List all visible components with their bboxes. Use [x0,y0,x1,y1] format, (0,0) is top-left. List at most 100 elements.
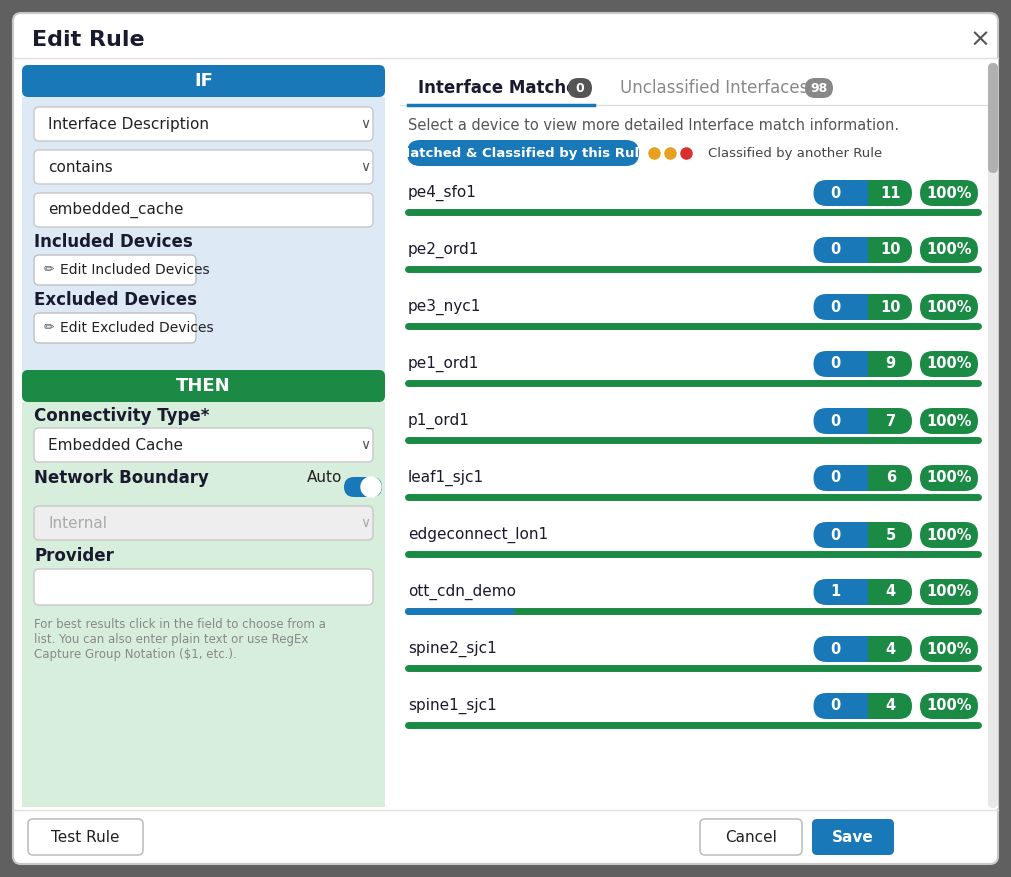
Bar [847,693,867,719]
FancyBboxPatch shape [920,351,978,377]
Text: 0: 0 [831,413,841,429]
Bar [847,636,867,662]
Text: Connectivity Type*: Connectivity Type* [34,407,209,425]
Text: 100%: 100% [926,470,972,486]
Text: 100%: 100% [926,413,972,429]
Text: edgeconnect_lon1: edgeconnect_lon1 [408,527,548,543]
FancyBboxPatch shape [814,465,867,491]
FancyBboxPatch shape [920,237,978,263]
FancyBboxPatch shape [820,579,912,605]
Bar [395,58,998,808]
FancyBboxPatch shape [820,465,912,491]
Text: 0: 0 [831,470,841,486]
Text: THEN: THEN [176,377,231,395]
FancyBboxPatch shape [820,636,912,662]
Text: Unclassified Interfaces: Unclassified Interfaces [620,79,809,97]
FancyBboxPatch shape [814,180,867,206]
Text: 5: 5 [886,527,896,543]
Bar [22,97,385,397]
FancyBboxPatch shape [407,140,639,166]
FancyBboxPatch shape [820,522,912,548]
Text: IF: IF [194,72,213,90]
Bar [847,408,867,434]
FancyBboxPatch shape [28,819,143,855]
Text: Network Boundary: Network Boundary [34,469,209,487]
Bar [847,294,867,320]
Text: 0: 0 [831,356,841,372]
Text: contains: contains [48,160,113,175]
Text: 0: 0 [831,300,841,315]
Text: ∨: ∨ [360,438,370,452]
Text: Test Rule: Test Rule [51,830,119,845]
FancyBboxPatch shape [920,636,978,662]
Text: Save: Save [832,830,874,845]
Text: Select a device to view more detailed Interface match information.: Select a device to view more detailed In… [408,118,899,132]
FancyBboxPatch shape [814,693,867,719]
Text: Auto: Auto [307,470,343,486]
Text: pe3_nyc1: pe3_nyc1 [408,299,481,315]
Text: Interface Matches: Interface Matches [418,79,587,97]
Text: 0: 0 [831,186,841,201]
Circle shape [361,477,381,497]
Text: Interface Description: Interface Description [48,117,209,132]
Text: Embedded Cache: Embedded Cache [48,438,183,453]
FancyBboxPatch shape [814,636,867,662]
Text: leaf1_sjc1: leaf1_sjc1 [408,470,484,486]
FancyBboxPatch shape [820,693,912,719]
Text: Edit Rule: Edit Rule [32,30,145,50]
Text: p1_ord1: p1_ord1 [408,413,470,429]
FancyBboxPatch shape [920,693,978,719]
Text: 100%: 100% [926,641,972,657]
Text: Edit Included Devices: Edit Included Devices [60,263,209,277]
Text: Excluded Devices: Excluded Devices [34,291,197,309]
FancyBboxPatch shape [820,408,912,434]
Text: ∨: ∨ [360,516,370,530]
FancyBboxPatch shape [568,78,592,98]
Text: 100%: 100% [926,186,972,201]
FancyBboxPatch shape [34,150,373,184]
FancyBboxPatch shape [22,370,385,402]
Text: 100%: 100% [926,527,972,543]
FancyBboxPatch shape [34,506,373,540]
Text: spine1_sjc1: spine1_sjc1 [408,698,496,714]
FancyBboxPatch shape [820,237,912,263]
Text: ✏: ✏ [44,263,55,276]
Text: ×: × [970,28,991,52]
FancyBboxPatch shape [34,255,196,285]
FancyBboxPatch shape [34,107,373,141]
FancyBboxPatch shape [820,351,912,377]
Text: pe2_ord1: pe2_ord1 [408,242,479,258]
Bar [847,579,867,605]
FancyBboxPatch shape [22,65,385,97]
FancyBboxPatch shape [920,465,978,491]
Text: Internal: Internal [48,516,107,531]
Bar [847,465,867,491]
FancyBboxPatch shape [920,408,978,434]
FancyBboxPatch shape [920,180,978,206]
Text: 6: 6 [886,470,896,486]
Text: 0: 0 [831,641,841,657]
FancyBboxPatch shape [820,294,912,320]
FancyBboxPatch shape [814,408,867,434]
FancyBboxPatch shape [820,180,912,206]
FancyBboxPatch shape [920,579,978,605]
Text: 100%: 100% [926,584,972,600]
Text: 11: 11 [881,186,901,201]
Text: pe1_ord1: pe1_ord1 [408,356,479,372]
Text: ∨: ∨ [360,117,370,131]
FancyBboxPatch shape [700,819,802,855]
Text: Cancel: Cancel [725,830,776,845]
FancyBboxPatch shape [920,294,978,320]
Bar [847,351,867,377]
FancyBboxPatch shape [805,78,833,98]
FancyBboxPatch shape [814,351,867,377]
FancyBboxPatch shape [34,428,373,462]
Text: Included Devices: Included Devices [34,233,193,251]
Bar [847,180,867,206]
Text: 100%: 100% [926,356,972,372]
FancyBboxPatch shape [34,193,373,227]
Text: 4: 4 [886,641,896,657]
Text: Edit Excluded Devices: Edit Excluded Devices [60,321,213,335]
Text: 10: 10 [881,300,901,315]
Text: ∨: ∨ [360,160,370,174]
